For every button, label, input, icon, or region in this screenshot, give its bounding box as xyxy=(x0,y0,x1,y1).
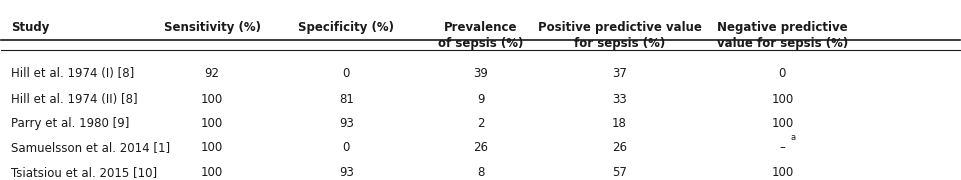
Text: Samuelsson et al. 2014 [1]: Samuelsson et al. 2014 [1] xyxy=(11,141,170,154)
Text: Study: Study xyxy=(11,21,49,34)
Text: 100: 100 xyxy=(201,141,223,154)
Text: 0: 0 xyxy=(778,67,786,80)
Text: 100: 100 xyxy=(772,93,794,106)
Text: Hill et al. 1974 (II) [8]: Hill et al. 1974 (II) [8] xyxy=(11,93,137,106)
Text: 33: 33 xyxy=(612,93,627,106)
Text: 100: 100 xyxy=(772,117,794,130)
Text: Prevalence
of sepsis (%): Prevalence of sepsis (%) xyxy=(438,21,523,50)
Text: 9: 9 xyxy=(477,93,484,106)
Text: 93: 93 xyxy=(339,117,354,130)
Text: 8: 8 xyxy=(477,166,484,179)
Text: 37: 37 xyxy=(612,67,627,80)
Text: 92: 92 xyxy=(205,67,220,80)
Text: 93: 93 xyxy=(339,166,354,179)
Text: Negative predictive
value for sepsis (%): Negative predictive value for sepsis (%) xyxy=(717,21,848,50)
Text: 39: 39 xyxy=(473,67,488,80)
Text: 26: 26 xyxy=(612,141,627,154)
Text: 57: 57 xyxy=(612,166,627,179)
Text: 100: 100 xyxy=(772,166,794,179)
Text: 2: 2 xyxy=(477,117,484,130)
Text: 100: 100 xyxy=(201,117,223,130)
Text: 81: 81 xyxy=(339,93,354,106)
Text: Hill et al. 1974 (I) [8]: Hill et al. 1974 (I) [8] xyxy=(11,67,135,80)
Text: 100: 100 xyxy=(201,166,223,179)
Text: Parry et al. 1980 [9]: Parry et al. 1980 [9] xyxy=(11,117,130,130)
Text: Sensitivity (%): Sensitivity (%) xyxy=(163,21,260,34)
Text: 18: 18 xyxy=(612,117,627,130)
Text: a: a xyxy=(790,133,795,142)
Text: 0: 0 xyxy=(343,141,350,154)
Text: –: – xyxy=(779,141,785,154)
Text: 26: 26 xyxy=(473,141,488,154)
Text: Specificity (%): Specificity (%) xyxy=(298,21,394,34)
Text: Tsiatsiou et al. 2015 [10]: Tsiatsiou et al. 2015 [10] xyxy=(11,166,157,179)
Text: Positive predictive value
for sepsis (%): Positive predictive value for sepsis (%) xyxy=(537,21,702,50)
Text: 0: 0 xyxy=(343,67,350,80)
Text: 100: 100 xyxy=(201,93,223,106)
